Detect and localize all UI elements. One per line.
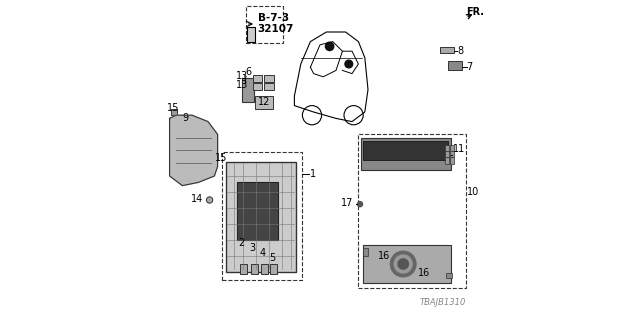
Bar [450, 157, 454, 164]
Text: 13: 13 [236, 71, 248, 81]
Text: 13: 13 [236, 80, 248, 90]
Bar [364, 248, 368, 256]
Bar [447, 273, 452, 278]
Bar [358, 134, 466, 288]
Bar [255, 96, 273, 109]
Bar [445, 145, 449, 151]
Bar [270, 264, 278, 274]
Bar [246, 6, 283, 43]
Bar [448, 61, 463, 70]
Bar [361, 138, 451, 170]
Bar [264, 75, 274, 82]
Text: 16: 16 [418, 268, 430, 278]
Bar [450, 145, 454, 151]
Text: 2: 2 [239, 238, 244, 248]
Text: 8: 8 [458, 45, 464, 56]
Text: 1: 1 [310, 169, 316, 180]
Bar [210, 156, 216, 162]
Text: 32107: 32107 [258, 24, 294, 34]
Bar [251, 264, 259, 274]
Text: 6: 6 [246, 67, 252, 77]
Bar [247, 27, 255, 42]
Circle shape [345, 60, 353, 68]
Bar [264, 83, 274, 90]
Text: TBAJB1310: TBAJB1310 [419, 298, 466, 307]
Bar [253, 75, 262, 82]
Bar [440, 47, 454, 53]
Text: FR.: FR. [467, 7, 484, 17]
Text: 15: 15 [214, 153, 227, 164]
Text: 5: 5 [269, 252, 275, 263]
Bar [240, 264, 247, 274]
Bar [253, 83, 262, 90]
Text: 3: 3 [250, 243, 256, 253]
Bar [237, 182, 278, 240]
Circle shape [357, 202, 362, 207]
Circle shape [394, 255, 412, 273]
Bar [364, 245, 451, 283]
Circle shape [398, 259, 408, 269]
Text: 14: 14 [191, 194, 204, 204]
Bar [172, 109, 177, 115]
Text: 16: 16 [378, 251, 390, 261]
Bar [242, 78, 254, 102]
Text: 4: 4 [259, 248, 266, 258]
Bar [223, 152, 302, 280]
Text: 17: 17 [340, 198, 353, 208]
Text: 7: 7 [467, 62, 473, 72]
Circle shape [206, 197, 212, 203]
Text: 10: 10 [467, 187, 479, 197]
Text: B-7-3: B-7-3 [258, 12, 289, 23]
Text: 15: 15 [167, 103, 180, 113]
Polygon shape [170, 115, 218, 186]
Circle shape [390, 251, 416, 277]
Bar [364, 141, 448, 160]
Bar [445, 157, 449, 164]
Text: 9: 9 [182, 113, 188, 123]
Text: 11: 11 [453, 144, 465, 155]
Circle shape [326, 42, 334, 51]
Bar [226, 162, 296, 272]
Bar [261, 264, 268, 274]
Bar [450, 151, 454, 157]
Bar [445, 151, 449, 157]
Text: 12: 12 [258, 97, 270, 107]
